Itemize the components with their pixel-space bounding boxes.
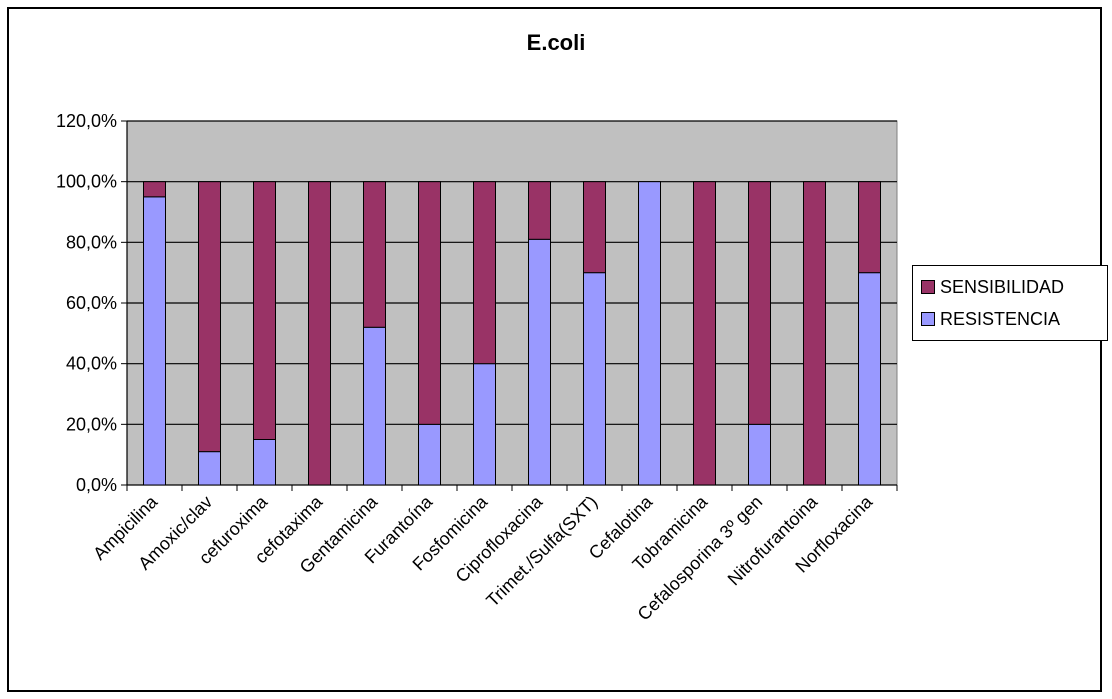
y-tick-label: 100,0% — [56, 172, 117, 192]
bar-sensibilidad-8 — [583, 181, 606, 274]
y-tick-label: 0,0% — [76, 475, 117, 495]
bar-sensibilidad-12 — [803, 181, 826, 486]
bar-resistencia-1 — [198, 451, 221, 486]
bar-resistencia-9 — [638, 181, 661, 486]
y-tick-label: 80,0% — [66, 232, 117, 252]
bar-sensibilidad-11 — [748, 181, 771, 425]
bar-resistencia-5 — [418, 423, 441, 486]
bar-sensibilidad-3 — [308, 181, 331, 486]
legend-label-sensibilidad: SENSIBILIDAD — [940, 276, 1065, 297]
legend-label-resistencia: RESISTENCIA — [940, 308, 1061, 329]
legend-swatch-sensibilidad — [921, 280, 935, 294]
chart-title: E.coli — [526, 30, 586, 55]
bar-sensibilidad-6 — [473, 181, 496, 365]
bar-resistencia-13 — [858, 272, 881, 486]
bar-sensibilidad-0 — [143, 181, 166, 198]
legend-item-resistencia: RESISTENCIA — [921, 303, 1107, 335]
bar-resistencia-2 — [253, 439, 276, 486]
y-tick-label: 20,0% — [66, 414, 117, 434]
bar-sensibilidad-5 — [418, 181, 441, 425]
bar-sensibilidad-1 — [198, 181, 221, 453]
bar-resistencia-4 — [363, 326, 386, 486]
bar-sensibilidad-2 — [253, 181, 276, 441]
bar-resistencia-6 — [473, 363, 496, 486]
legend-swatch-resistencia — [921, 312, 935, 326]
bar-sensibilidad-4 — [363, 181, 386, 328]
bar-sensibilidad-13 — [858, 181, 881, 274]
y-tick-label: 60,0% — [66, 293, 117, 313]
bar-resistencia-11 — [748, 423, 771, 486]
y-tick-label: 120,0% — [56, 111, 117, 131]
y-tick-label: 40,0% — [66, 354, 117, 374]
legend: SENSIBILIDAD RESISTENCIA — [912, 265, 1108, 341]
bar-sensibilidad-7 — [528, 181, 551, 240]
legend-item-sensibilidad: SENSIBILIDAD — [921, 271, 1107, 303]
bar-resistencia-7 — [528, 238, 551, 486]
bar-resistencia-8 — [583, 272, 606, 486]
bar-resistencia-0 — [143, 196, 166, 486]
bar-sensibilidad-10 — [693, 181, 716, 486]
